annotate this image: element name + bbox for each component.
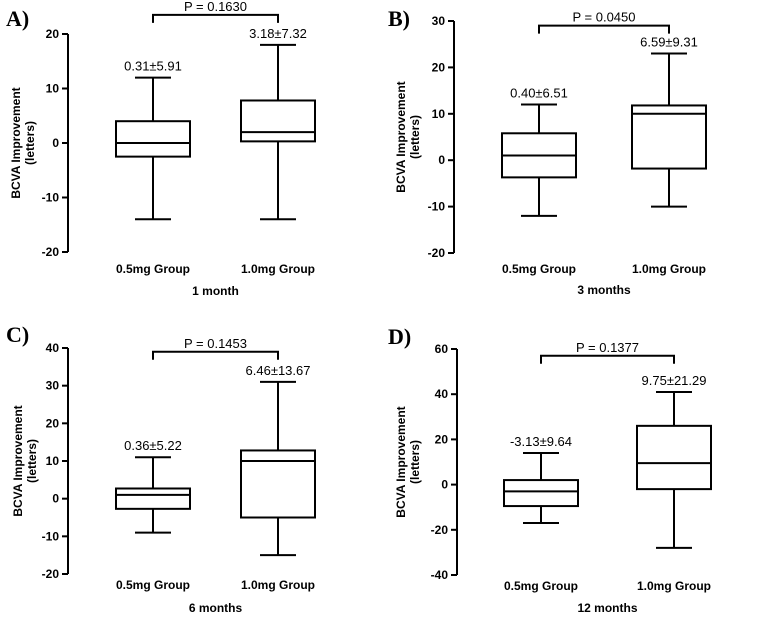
panel-1-ylabel-line2: (letters)	[23, 121, 37, 165]
panel-4-category-1: 0.5mg Group	[504, 579, 578, 593]
panel-1-ytick-label-3: 10	[46, 82, 60, 96]
panel-2-ytick-label-4: 20	[432, 60, 446, 74]
panel-3-category-2: 1.0mg Group	[241, 578, 315, 592]
panel-2-ytick-label-1: -10	[428, 200, 446, 214]
panel-3-ytick-label-2: 0	[52, 492, 59, 506]
panel-2-category-2: 1.0mg Group	[632, 262, 706, 276]
panel-4-box-1-mean-sd-label: -3.13±9.64	[510, 434, 572, 449]
panel-2-p-value: P = 0.0450	[572, 10, 635, 25]
panel-3-ylabel-line1: BCVA Improvement	[11, 405, 25, 516]
panel-4-significance-bracket	[540, 354, 675, 364]
panel-3-ytick-label-6: 40	[46, 341, 60, 355]
panel-2-box-1-mean-sd-label: 0.40±6.51	[510, 86, 568, 101]
panel-2-ytick-label-5: 30	[432, 14, 446, 28]
panel-4-box-1-iqr	[503, 479, 579, 508]
panel-2-label: B)	[388, 6, 410, 31]
panel-1-xlabel: 1 month	[192, 284, 239, 298]
panel-3-category-1: 0.5mg Group	[116, 578, 190, 592]
panel-2-ytick-label-0: -20	[428, 246, 446, 260]
panel-2-ytick-label-3: 10	[432, 107, 446, 121]
panel-4-box-2-iqr	[636, 424, 712, 491]
panel-1-category-2: 1.0mg Group	[241, 262, 315, 276]
panel-3-xlabel: 6 months	[189, 601, 243, 615]
panel-2-box-2-iqr	[631, 104, 707, 170]
panel-3-ytick-label-3: 10	[46, 454, 60, 468]
panel-1-ytick-label-0: -20	[42, 245, 60, 259]
panel-1-ylabel-line1: BCVA Improvement	[9, 87, 23, 198]
panel-1-ytick-label-2: 0	[52, 136, 59, 150]
panel-3-ytick-label-1: -10	[42, 529, 60, 543]
panel-3-label: C)	[6, 322, 29, 347]
panel-4-ytick-label-4: 40	[435, 387, 449, 401]
panel-2-significance-bracket	[538, 24, 670, 34]
panel-4-ytick-label-3: 20	[435, 432, 449, 446]
panel-4-ytick-label-2: 0	[441, 478, 448, 492]
panel-1-significance-bracket	[152, 13, 279, 23]
panel-2-ytick-label-2: 0	[438, 153, 445, 167]
panel-3-ytick-label-4: 20	[46, 416, 60, 430]
panel-1-box-1-iqr	[115, 120, 191, 158]
panel-4-ytick-label-1: -20	[431, 523, 449, 537]
panel-1-box-2-iqr	[240, 99, 316, 143]
panel-1-p-value: P = 0.1630	[184, 0, 247, 14]
panel-1-category-1: 0.5mg Group	[116, 262, 190, 276]
panel-2-box-2-mean-sd-label: 6.59±9.31	[640, 34, 698, 49]
panel-4-box-2-mean-sd-label: 9.75±21.29	[642, 373, 707, 388]
panel-4-category-2: 1.0mg Group	[637, 579, 711, 593]
panel-2-ylabel-line2: (letters)	[408, 115, 422, 159]
panel-1-label: A)	[6, 6, 29, 31]
panel-3-ylabel-line2: (letters)	[25, 439, 39, 483]
panel-2-category-1: 0.5mg Group	[502, 262, 576, 276]
panel-4-p-value: P = 0.1377	[576, 340, 639, 355]
panel-1-ytick-label-1: -10	[42, 191, 60, 205]
panel-4-label: D)	[388, 324, 411, 349]
panel-3-ytick-label-5: 30	[46, 379, 60, 393]
panel-4-ylabel-line1: BCVA Improvement	[394, 406, 408, 517]
panel-3-significance-bracket	[152, 350, 279, 360]
panel-1-box-1-mean-sd-label: 0.31±5.91	[124, 59, 182, 74]
panel-4-ytick-label-0: -40	[431, 568, 449, 582]
panel-3-ytick-label-0: -20	[42, 567, 60, 581]
panel-3-box-1-iqr	[115, 487, 191, 510]
panel-1-ytick-label-4: 20	[46, 27, 60, 41]
panel-4-ytick-label-5: 60	[435, 342, 449, 356]
panel-1-box-2-mean-sd-label: 3.18±7.32	[249, 26, 307, 41]
panel-4-ylabel-line2: (letters)	[408, 440, 422, 484]
panel-3-box-1-mean-sd-label: 0.36±5.22	[124, 438, 182, 453]
panel-2-xlabel: 3 months	[577, 283, 631, 297]
panel-4-xlabel: 12 months	[577, 601, 637, 615]
panel-3-box-2-mean-sd-label: 6.46±13.67	[246, 363, 311, 378]
panel-2-ylabel-line1: BCVA Improvement	[394, 81, 408, 192]
panel-3-p-value: P = 0.1453	[184, 336, 247, 351]
